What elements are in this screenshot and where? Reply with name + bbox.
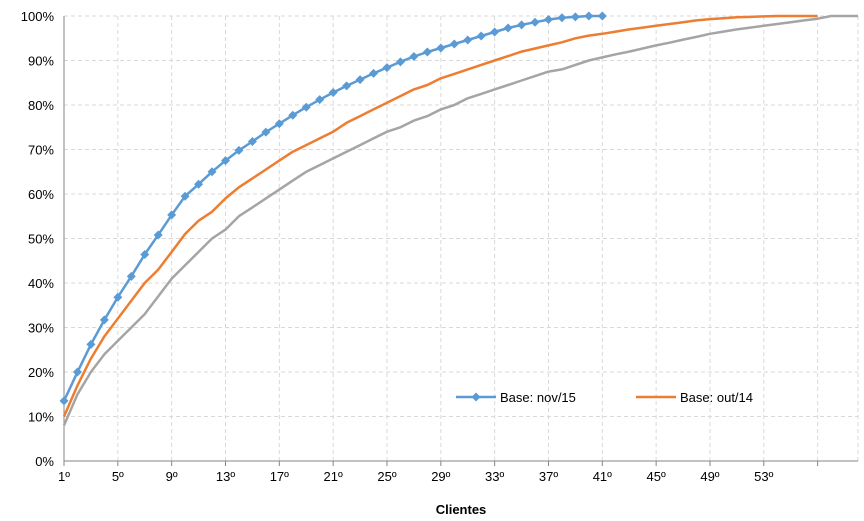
- legend-marker: [471, 392, 481, 402]
- data-point: [342, 81, 352, 91]
- x-tick-label: 41º: [593, 469, 612, 484]
- series-line-1: [62, 14, 818, 417]
- legend-label-1: Base: out/14: [680, 390, 753, 405]
- series-line-2: [62, 14, 858, 426]
- legend-label-0: Base: nov/15: [500, 390, 576, 405]
- data-point: [234, 145, 244, 155]
- legend: Base: nov/15 Base: out/14: [456, 390, 753, 405]
- data-point: [301, 102, 311, 112]
- data-point: [395, 57, 405, 67]
- data-point: [126, 271, 136, 281]
- y-tick-label: 20%: [28, 365, 54, 380]
- x-tick-label: 29º: [431, 469, 450, 484]
- x-tick-label: 25º: [377, 469, 396, 484]
- data-point: [113, 292, 123, 302]
- axes: [63, 16, 858, 466]
- x-tick-label: 33º: [485, 469, 504, 484]
- y-tick-label: 90%: [28, 54, 54, 69]
- x-tick-label: 21º: [324, 469, 343, 484]
- data-point: [86, 339, 96, 349]
- y-tick-label: 60%: [28, 187, 54, 202]
- x-axis-label: Clientes: [436, 502, 487, 517]
- data-point: [584, 11, 594, 21]
- data-point: [153, 230, 163, 240]
- tick-labels: 0% 10% 20% 30% 40% 50% 60% 70% 80% 90% 100% 1º 5º 9º 1…: [21, 9, 774, 484]
- grid-lines: [63, 15, 859, 461]
- x-tick-label: 49º: [700, 469, 719, 484]
- data-point: [436, 43, 446, 53]
- data-point: [355, 75, 365, 85]
- data-point: [543, 15, 553, 25]
- data-point: [140, 250, 150, 260]
- data-point: [503, 23, 513, 33]
- x-tick-label: 53º: [754, 469, 773, 484]
- y-tick-label: 0%: [35, 454, 54, 469]
- data-point: [194, 179, 204, 189]
- data-point: [72, 367, 82, 377]
- data-point: [463, 35, 473, 45]
- data-point: [274, 119, 284, 129]
- data-point: [247, 136, 257, 146]
- x-tick-label: 9º: [166, 469, 178, 484]
- x-tick-label: 45º: [647, 469, 666, 484]
- data-point: [449, 39, 459, 49]
- x-tick-label: 17º: [270, 469, 289, 484]
- x-tick-label: 13º: [216, 469, 235, 484]
- y-tick-label: 100%: [21, 9, 55, 24]
- data-point: [597, 11, 607, 21]
- data-point: [476, 31, 486, 41]
- data-point: [409, 51, 419, 61]
- data-point: [570, 12, 580, 22]
- series-group: [59, 11, 858, 426]
- y-tick-label: 70%: [28, 143, 54, 158]
- y-tick-label: 30%: [28, 321, 54, 336]
- data-point: [422, 47, 432, 57]
- data-point: [382, 63, 392, 73]
- data-point: [288, 110, 298, 120]
- y-tick-label: 80%: [28, 98, 54, 113]
- data-point: [220, 156, 230, 166]
- data-point: [369, 68, 379, 78]
- data-point: [167, 210, 177, 220]
- x-tick-label: 37º: [539, 469, 558, 484]
- data-point: [490, 27, 500, 37]
- y-tick-label: 40%: [28, 276, 54, 291]
- data-point: [328, 88, 338, 98]
- data-point: [99, 315, 109, 325]
- data-point: [315, 95, 325, 105]
- y-tick-label: 50%: [28, 232, 54, 247]
- x-tick-label: 1º: [58, 469, 70, 484]
- data-point: [180, 191, 190, 201]
- y-tick-label: 10%: [28, 410, 54, 425]
- data-point: [261, 127, 271, 137]
- data-point: [59, 396, 69, 406]
- x-tick-label: 5º: [112, 469, 124, 484]
- data-point: [530, 17, 540, 27]
- data-point: [207, 167, 217, 177]
- data-point: [517, 20, 527, 30]
- data-point: [557, 13, 567, 23]
